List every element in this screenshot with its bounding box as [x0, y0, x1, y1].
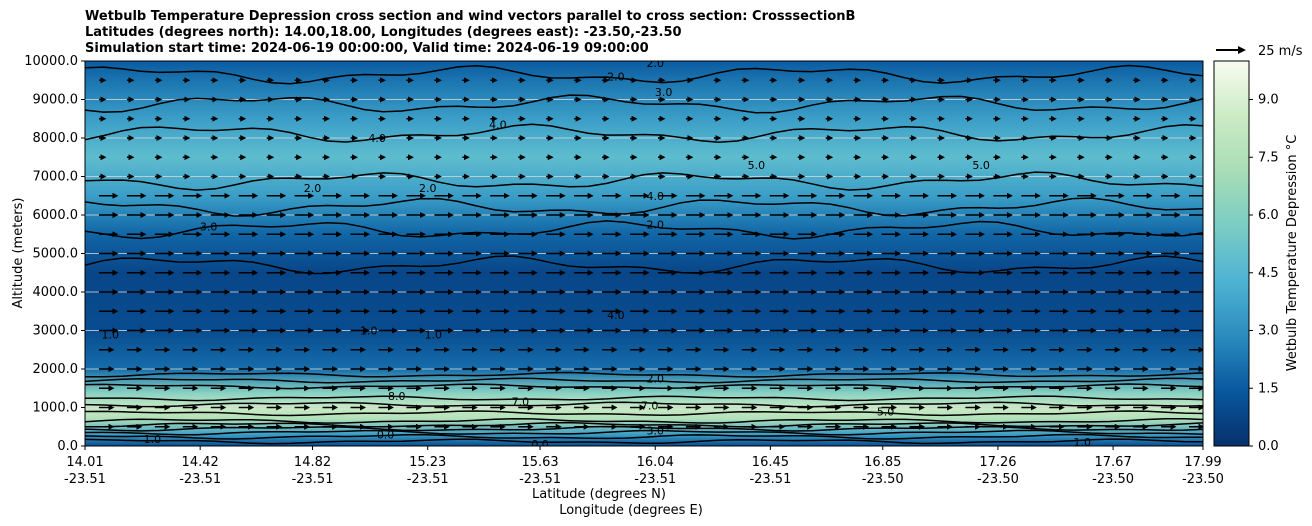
x-tick-label-lon: -23.51 [179, 472, 221, 487]
x-tick-label-lon: -23.51 [292, 472, 334, 487]
contour-label: 7.0 [512, 396, 530, 409]
x-tick-label-lon: -23.51 [407, 472, 449, 487]
wind-vectors [98, 77, 1203, 430]
x-tick-label-lon: -23.50 [1092, 472, 1134, 487]
x-tick-label-lat: 17.26 [979, 455, 1016, 470]
chart-title: Wetbulb Temperature Depression cross sec… [85, 9, 855, 57]
colorbar-tick-label: 6.0 [1258, 208, 1279, 223]
x-tick-label-lat: 16.04 [637, 455, 674, 470]
x-axis: 14.01 -23.51 14.42 -23.51 14.82 -23.51 15.23 -2… [64, 446, 1224, 487]
y-tick-label: 1000.0 [33, 401, 79, 416]
contour-label: 0.0 [531, 438, 549, 451]
contour-line [85, 410, 1203, 417]
x-tick-label-lat: 15.63 [521, 455, 558, 470]
contour-label: 1.0 [1073, 436, 1091, 449]
colorbar-tick-label: 7.5 [1258, 150, 1279, 165]
contour-label: 4.0 [607, 309, 625, 322]
y-tick-label: 10000.0 [24, 54, 78, 69]
x-tick-label-lon: -23.51 [519, 472, 561, 487]
plot-area: 2.0 2.0 3.0 4.0 4.0 5.0 5.0 4.0 2.0 2.0 3.0 2.0 1.0 1… [85, 57, 1203, 451]
title-line-2: Latitudes (degrees north): 14.00,18.00, … [85, 25, 682, 40]
contour-label: 3.0 [655, 86, 673, 99]
contour-line [85, 433, 1203, 440]
x-tick-label-lat: 17.99 [1184, 455, 1221, 470]
contour-label: 8.0 [388, 390, 406, 403]
contour-label: 7.0 [641, 400, 659, 413]
contour-line [85, 377, 1203, 384]
contour-line [85, 429, 1203, 436]
wind-key-label: 25 m/s [1258, 44, 1303, 59]
contour-line [85, 371, 1203, 378]
x-tick-label-lat: 17.67 [1095, 455, 1132, 470]
x-tick-label-lon: -23.51 [749, 472, 791, 487]
contour-line [85, 255, 1203, 275]
y-tick-label: 2000.0 [33, 362, 79, 377]
contour-label: 1.0 [360, 325, 378, 338]
y-tick-label: 6000.0 [33, 208, 79, 223]
y-tick-label: 7000.0 [33, 170, 79, 185]
x-tick-label-lon: -23.50 [862, 472, 904, 487]
y-tick-label: 4000.0 [33, 285, 79, 300]
contour-label: 0.0 [377, 428, 395, 441]
y-tick-label: 5000.0 [33, 247, 79, 262]
y-tick-label: 8000.0 [33, 131, 79, 146]
x-tick-label-lat: 14.82 [294, 455, 331, 470]
colorbar-tick-label: 0.0 [1258, 439, 1279, 454]
y-axis-label: Altitude (meters) [11, 198, 26, 309]
contour-label: 1.0 [144, 433, 162, 446]
colorbar-tick-label: 9.0 [1258, 93, 1279, 108]
colorbar-ticks: 0.0 1.5 3.0 4.5 6.0 7.5 9.0 [1249, 93, 1279, 454]
contour-label: 2.0 [646, 373, 664, 386]
x-axis-label-lon: Longitude (degrees E) [559, 503, 703, 518]
contour-label: 2.0 [419, 182, 437, 195]
contour-label: 2.0 [646, 219, 664, 232]
contour-label: 4.0 [368, 132, 386, 145]
x-tick-label-lon: -23.51 [634, 472, 676, 487]
x-tick-label-lon: -23.51 [64, 472, 106, 487]
colorbar-body [1213, 60, 1250, 447]
y-tick-label: 3000.0 [33, 324, 79, 339]
contour-label: 3.0 [200, 221, 218, 234]
title-line-3: Simulation start time: 2024-06-19 00:00:… [85, 41, 649, 56]
colorbar-tick-label: 4.5 [1258, 266, 1279, 281]
contour-label: 5.0 [972, 159, 990, 172]
contour-label: 2.0 [607, 70, 625, 83]
contour-label: 5.0 [748, 159, 766, 172]
contour-line [85, 395, 1203, 402]
contour-line [85, 417, 1203, 424]
colorbar-label: Wetbulb Temperature Depression °C [1285, 135, 1300, 372]
contour-label: 1.0 [425, 328, 443, 341]
contour-label: 2.0 [304, 182, 322, 195]
contour-label: 3.0 [646, 425, 664, 438]
title-line-1: Wetbulb Temperature Depression cross sec… [85, 9, 856, 24]
contour-label: 4.0 [646, 190, 664, 203]
colorbar: 0.0 1.5 3.0 4.5 6.0 7.5 9.0 Wetbulb Temperatur… [1213, 60, 1300, 454]
contour-line [85, 123, 1203, 143]
colorbar-tick-label: 3.0 [1258, 324, 1279, 339]
y-tick-label: 9000.0 [33, 93, 79, 108]
x-axis-label-lat: Latitude (degrees N) [532, 487, 666, 502]
x-tick-label-lat: 15.23 [409, 455, 446, 470]
contour-labels: 2.0 2.0 3.0 4.0 4.0 5.0 5.0 4.0 2.0 2.0 3.0 2.0 1.0 1… [102, 57, 1091, 451]
y-axis: 0.0 1000.0 2000.0 3000.0 4000.0 5000.0 6000.0 7… [24, 54, 85, 454]
y-tick-label: 0.0 [57, 439, 78, 454]
contour-line [85, 197, 1203, 217]
contour-label: 5.0 [877, 405, 895, 418]
x-tick-label-lat: 16.85 [864, 455, 901, 470]
x-tick-label-lat: 14.01 [66, 455, 103, 470]
x-tick-label-lon: -23.50 [1182, 472, 1224, 487]
contour-label: 2.0 [646, 57, 664, 70]
x-tick-label-lon: -23.50 [977, 472, 1019, 487]
x-tick-label-lat: 16.45 [752, 455, 789, 470]
colorbar-tick-label: 1.5 [1258, 381, 1279, 396]
contour-line [85, 220, 1203, 240]
contour-label: 4.0 [489, 119, 507, 132]
wind-key: 25 m/s [1216, 44, 1303, 59]
contour-label: 1.0 [102, 328, 120, 341]
contour-line [85, 401, 1203, 408]
x-tick-label-lat: 14.42 [182, 455, 219, 470]
contour-line [85, 438, 1203, 445]
